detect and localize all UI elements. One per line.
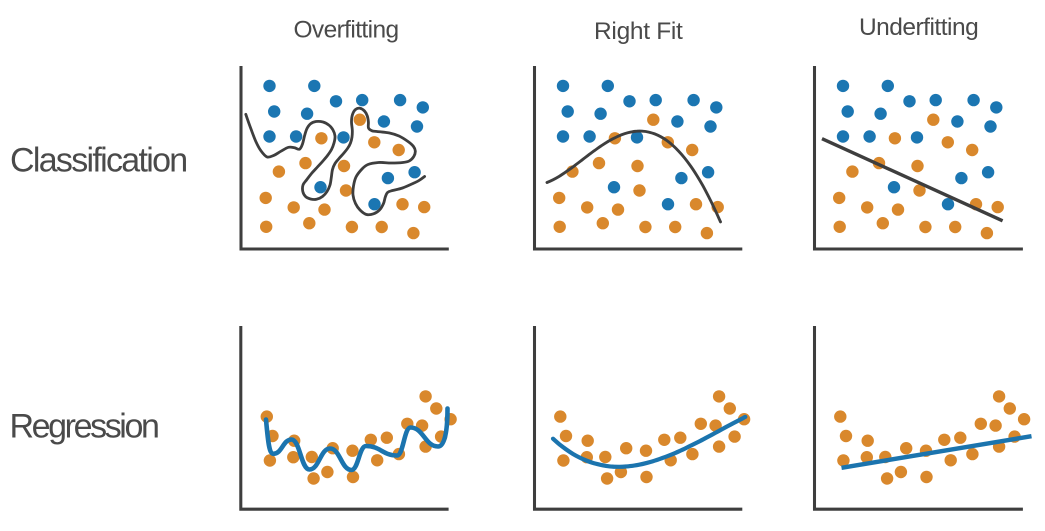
svg-text:Right Fit: Right Fit (594, 18, 683, 45)
svg-text:Overfitting: Overfitting (293, 17, 398, 44)
svg-text:Classification: Classification (10, 141, 187, 179)
svg-text:Underfitting: Underfitting (859, 14, 978, 41)
svg-text:Regression: Regression (10, 408, 158, 446)
